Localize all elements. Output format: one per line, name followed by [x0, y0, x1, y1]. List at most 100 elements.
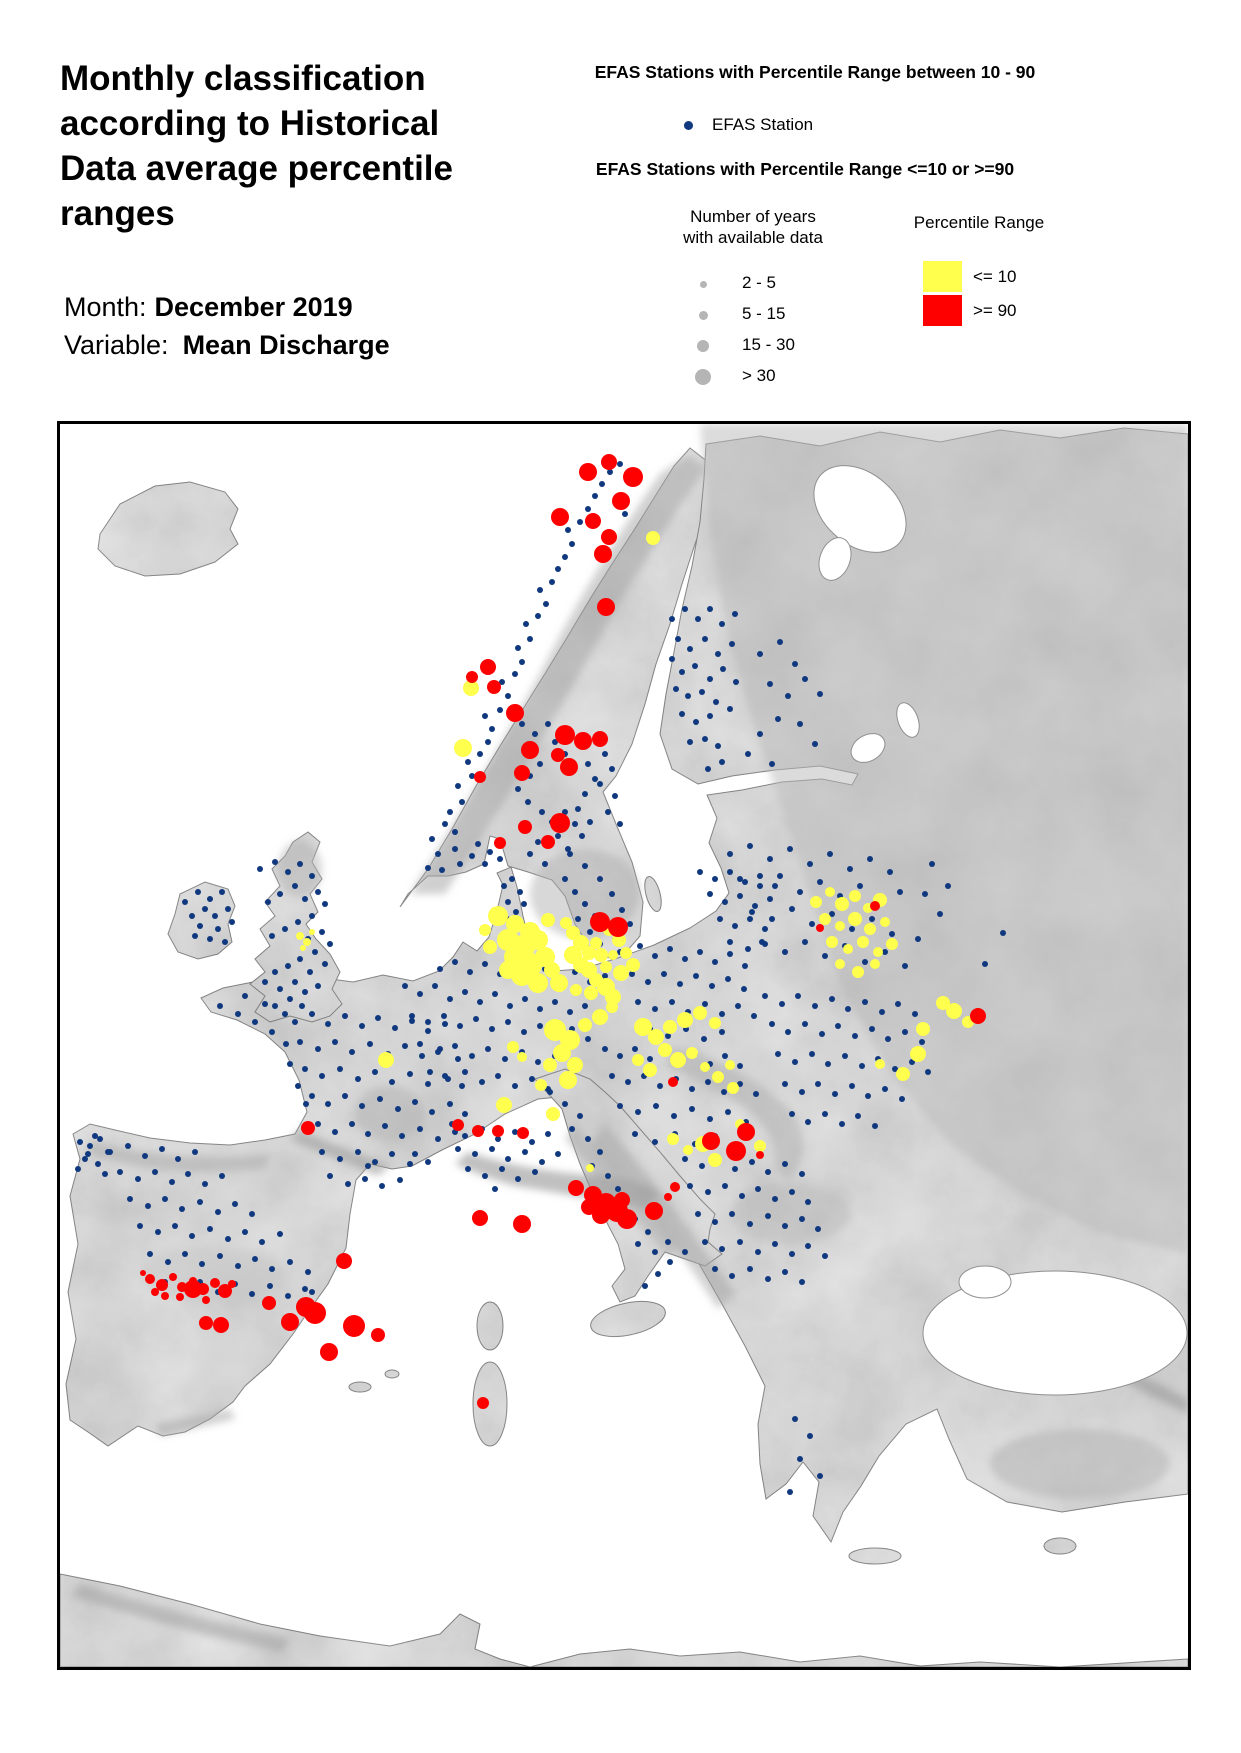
station-dot-low-percentile	[634, 1018, 652, 1036]
station-dot-in-range	[842, 1053, 848, 1059]
station-dot-in-range	[635, 1109, 641, 1115]
station-dot-in-range	[679, 711, 685, 717]
station-dot-in-range	[522, 1149, 528, 1155]
station-dot-high-percentile	[592, 1206, 610, 1224]
station-dot-in-range	[805, 1243, 811, 1249]
station-dot-in-range	[535, 1059, 541, 1065]
station-dot-low-percentile	[936, 996, 950, 1010]
station-dot-in-range	[441, 1013, 447, 1019]
station-dot-in-range	[147, 1251, 153, 1257]
station-dot-in-range	[189, 913, 195, 919]
station-dot-in-range	[269, 1266, 275, 1272]
station-dot-in-range	[693, 973, 699, 979]
station-dot-in-range	[832, 1091, 838, 1097]
station-dot-in-range	[95, 1161, 101, 1167]
black-sea	[922, 1270, 1188, 1396]
station-dot-in-range	[862, 999, 868, 1005]
size-class-label-2: 5 - 15	[742, 304, 786, 323]
station-dot-in-range	[789, 1189, 795, 1195]
station-dot-in-range	[785, 1029, 791, 1035]
station-dot-in-range	[337, 1156, 343, 1162]
station-dot-in-range	[609, 766, 615, 772]
station-dot-in-range	[777, 873, 783, 879]
station-dot-high-percentile	[816, 924, 824, 932]
station-dot-high-percentile	[213, 1317, 229, 1333]
station-dot-in-range	[272, 1003, 278, 1009]
station-dot-in-range	[202, 1181, 208, 1187]
station-dot-in-range	[817, 1473, 823, 1479]
station-dot-in-range	[757, 651, 763, 657]
station-dot-in-range	[702, 1001, 708, 1007]
station-dot-in-range	[552, 739, 558, 745]
station-dot-high-percentile	[189, 1277, 197, 1285]
station-dot-in-range	[802, 676, 808, 682]
percentile-high-swatch	[923, 295, 962, 326]
station-dot-in-range	[172, 1223, 178, 1229]
station-dot-in-range	[741, 986, 747, 992]
station-dot-in-range	[815, 1081, 821, 1087]
station-dot-high-percentile	[551, 748, 565, 762]
station-dot-in-range	[482, 1173, 488, 1179]
station-dot-in-range	[297, 956, 303, 962]
station-dot-in-range	[982, 961, 988, 967]
station-dot-in-range	[309, 1289, 315, 1295]
station-dot-in-range	[721, 1089, 727, 1095]
station-dot-in-range	[377, 1096, 383, 1102]
station-dot-in-range	[727, 951, 733, 957]
station-dot-in-range	[707, 1116, 713, 1122]
station-dot-in-range	[657, 1083, 663, 1089]
size-class-label-3: 15 - 30	[742, 335, 795, 354]
station-dot-in-range	[869, 916, 875, 922]
station-dot-in-range	[729, 1273, 735, 1279]
station-dot-high-percentile	[668, 1077, 678, 1087]
station-dot-in-range	[607, 469, 613, 475]
station-dot-in-range	[617, 1053, 623, 1059]
station-dot-high-percentile	[506, 704, 524, 722]
station-dot-low-percentile	[658, 1043, 672, 1057]
station-dot-in-range	[787, 846, 793, 852]
station-dot-in-range	[242, 993, 248, 999]
station-dot-high-percentile	[202, 1296, 210, 1304]
station-dot-in-range	[207, 936, 213, 942]
station-dot-in-range	[367, 1041, 373, 1047]
station-dot-in-range	[302, 1066, 308, 1072]
station-dot-in-range	[199, 1261, 205, 1267]
station-dot-low-percentile	[499, 961, 517, 979]
station-dot-high-percentile	[487, 680, 501, 694]
station-dot-in-range	[829, 996, 835, 1002]
station-dot-in-range	[212, 913, 218, 919]
station-dot-in-range	[495, 1136, 501, 1142]
station-dot-in-range	[417, 1041, 423, 1047]
station-dot-in-range	[592, 493, 598, 499]
station-dot-in-range	[215, 926, 221, 932]
station-dot-in-range	[75, 1166, 81, 1172]
station-dot-low-percentile	[560, 917, 572, 929]
station-dot-low-percentile	[727, 1082, 739, 1094]
station-dot-in-range	[609, 891, 615, 897]
station-dot-in-range	[309, 1011, 315, 1017]
station-dot-in-range	[720, 666, 726, 672]
station-dot-in-range	[447, 809, 453, 815]
station-dot-in-range	[622, 511, 628, 517]
station-dot-in-range	[849, 1083, 855, 1089]
station-dot-in-range	[467, 969, 473, 975]
station-dot-high-percentile	[612, 492, 630, 510]
station-dot-in-range	[705, 766, 711, 772]
station-dot-in-range	[635, 999, 641, 1005]
percentile-low-swatch	[923, 261, 962, 292]
station-dot-low-percentile	[550, 974, 568, 992]
station-dot-in-range	[795, 993, 801, 999]
station-dot-in-range	[282, 1011, 288, 1017]
station-dot-in-range	[285, 869, 291, 875]
station-dot-in-range	[762, 993, 768, 999]
station-dot-in-range	[673, 686, 679, 692]
white-sea	[813, 465, 907, 553]
station-dot-low-percentile	[693, 1006, 707, 1020]
station-dot-in-range	[819, 1031, 825, 1037]
station-dot-low-percentile	[835, 897, 849, 911]
station-dot-in-range	[175, 1156, 181, 1162]
station-dot-in-range	[452, 1043, 458, 1049]
station-dot-in-range	[802, 1021, 808, 1027]
station-dot-in-range	[355, 1076, 361, 1082]
